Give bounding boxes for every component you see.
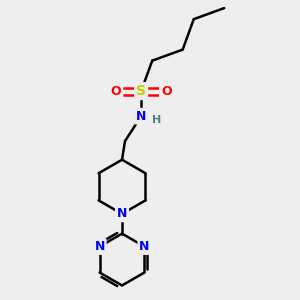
Text: H: H	[152, 115, 161, 125]
Text: N: N	[136, 110, 146, 123]
Text: S: S	[136, 84, 146, 98]
Text: N: N	[117, 207, 127, 220]
Text: O: O	[111, 85, 122, 98]
Text: N: N	[139, 240, 150, 253]
Text: N: N	[94, 240, 105, 253]
Text: O: O	[161, 85, 172, 98]
